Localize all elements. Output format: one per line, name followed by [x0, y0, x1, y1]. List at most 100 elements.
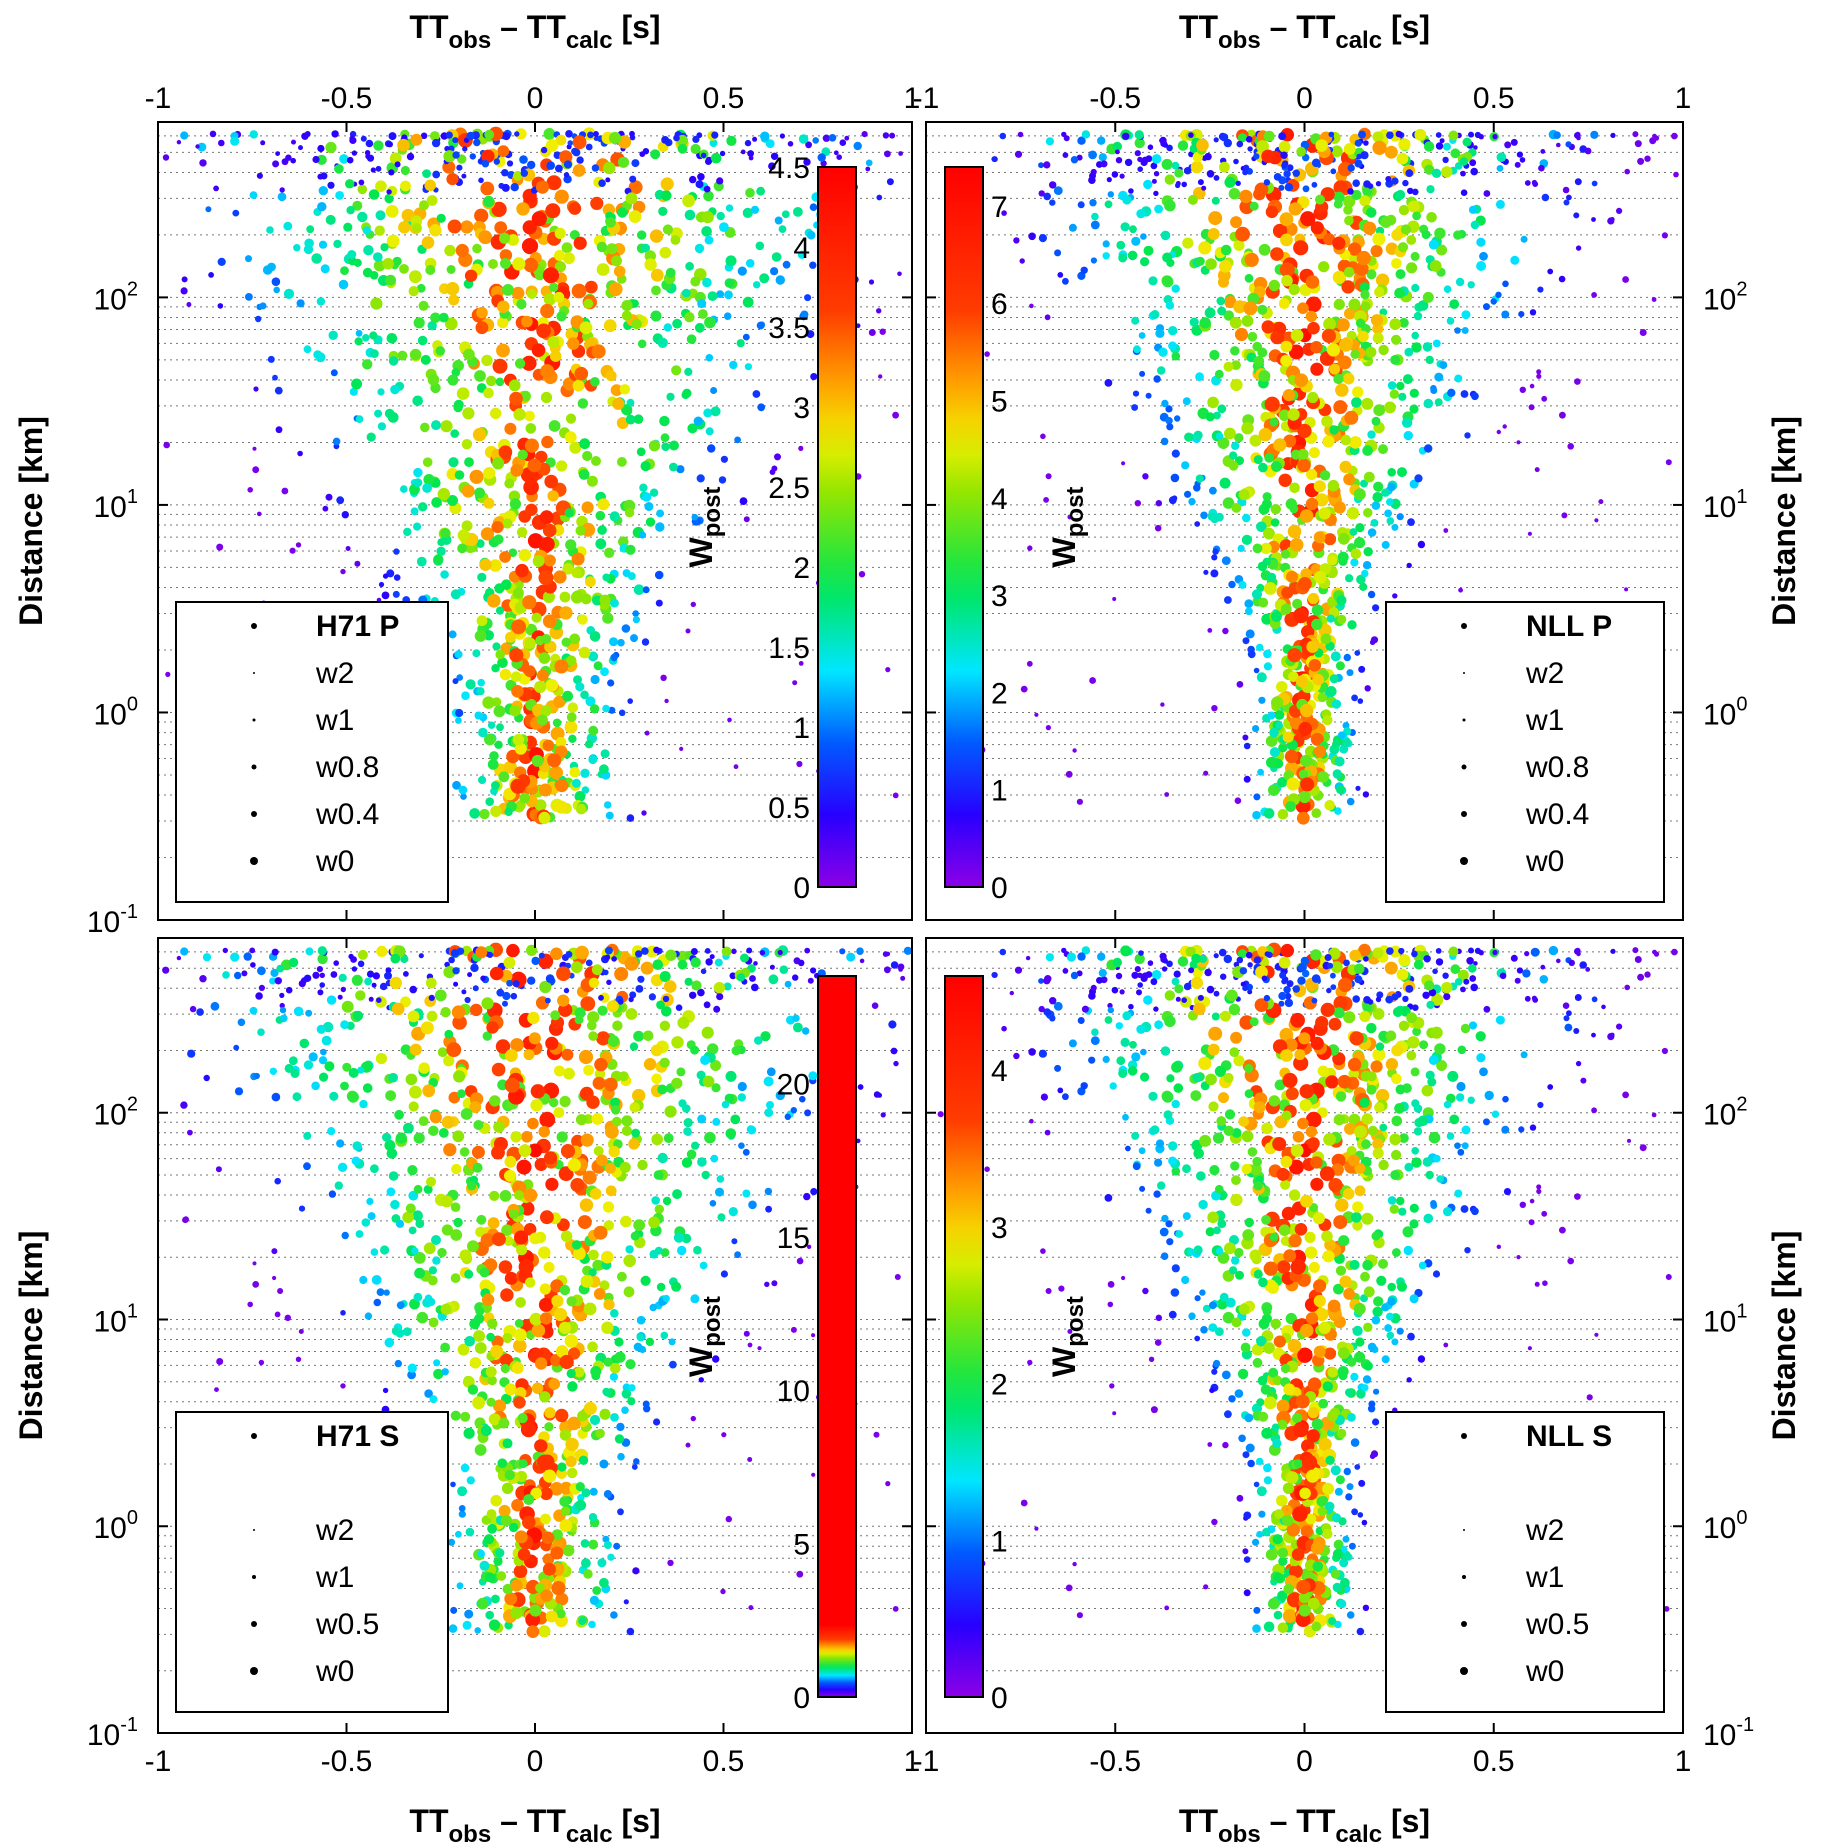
data-point	[1345, 1493, 1353, 1501]
data-point	[1200, 1326, 1208, 1334]
data-point	[720, 1588, 726, 1595]
data-point	[593, 131, 599, 137]
colorbar-label: Wpost	[683, 1296, 726, 1377]
data-point	[591, 164, 600, 172]
data-point	[810, 373, 818, 381]
data-point	[479, 1279, 493, 1292]
data-point	[1237, 544, 1245, 553]
data-point	[625, 1359, 636, 1370]
legend-item: w0	[315, 845, 354, 878]
data-point	[690, 276, 701, 287]
data-point	[659, 246, 672, 259]
data-point	[474, 711, 483, 720]
data-point	[1067, 514, 1073, 520]
data-point	[510, 1131, 522, 1143]
data-point	[275, 426, 283, 434]
data-point	[1213, 411, 1221, 420]
data-point	[1134, 150, 1141, 157]
data-point	[277, 1288, 284, 1294]
data-point	[1220, 1010, 1231, 1022]
data-point	[1315, 194, 1325, 205]
data-point	[1414, 128, 1427, 141]
data-point	[389, 152, 402, 165]
data-point	[1137, 166, 1143, 172]
data-point	[1148, 1356, 1155, 1363]
data-point	[295, 542, 302, 548]
data-point	[1205, 412, 1215, 422]
data-point	[542, 590, 556, 604]
data-point	[1537, 286, 1544, 293]
data-point	[497, 1458, 508, 1468]
data-point	[1413, 959, 1424, 970]
data-point	[422, 1084, 436, 1098]
data-point	[1441, 166, 1453, 178]
data-point	[820, 160, 827, 167]
data-point	[1400, 224, 1411, 235]
data-point	[539, 1283, 551, 1295]
data-point	[461, 173, 467, 179]
data-point	[606, 1000, 619, 1013]
data-point	[477, 572, 487, 582]
data-point	[480, 527, 494, 541]
data-point	[334, 1181, 343, 1190]
data-point	[479, 808, 490, 820]
data-point	[737, 266, 747, 276]
data-point	[462, 407, 475, 420]
data-point	[1386, 131, 1394, 139]
data-point	[1439, 138, 1445, 144]
data-point	[259, 302, 267, 310]
data-point	[504, 478, 515, 489]
colorbar-tick-label: 3.5	[768, 312, 810, 345]
data-point	[608, 706, 616, 714]
data-point	[550, 1546, 564, 1560]
data-point	[465, 1527, 475, 1537]
data-point	[602, 573, 611, 582]
data-point	[614, 967, 629, 981]
data-point	[727, 717, 732, 723]
data-point	[701, 1026, 714, 1039]
data-point	[1399, 317, 1409, 328]
data-point	[1088, 1056, 1096, 1064]
data-point	[262, 265, 273, 275]
data-point	[531, 956, 540, 966]
data-point	[588, 1620, 596, 1629]
data-point	[1293, 240, 1309, 256]
data-point	[554, 659, 569, 674]
data-point	[673, 134, 680, 142]
data-point	[565, 1456, 577, 1468]
data-point	[492, 642, 501, 651]
data-point	[488, 1619, 501, 1631]
data-point	[718, 476, 727, 484]
data-point	[450, 429, 460, 438]
data-point	[1354, 139, 1362, 147]
data-point	[388, 356, 399, 366]
data-point	[1040, 1093, 1048, 1101]
data-point	[1467, 281, 1475, 289]
data-point	[1209, 1387, 1215, 1394]
data-point	[571, 552, 585, 566]
data-point	[571, 1240, 582, 1250]
data-point	[865, 166, 871, 172]
data-point	[1189, 317, 1199, 327]
legend-marker	[252, 1575, 256, 1579]
data-point	[1234, 433, 1244, 443]
legend-item: w0.8	[315, 751, 379, 784]
data-point	[353, 1010, 364, 1021]
data-point	[1575, 245, 1582, 251]
data-point	[180, 1101, 188, 1109]
data-point	[271, 1248, 278, 1255]
data-point	[1201, 185, 1207, 191]
data-point	[1089, 199, 1097, 207]
data-point	[633, 1219, 646, 1231]
data-point	[1559, 411, 1566, 419]
data-point	[733, 764, 739, 770]
data-point	[1573, 212, 1580, 219]
data-point	[1210, 514, 1220, 524]
data-point	[700, 968, 707, 975]
data-point	[578, 1617, 587, 1626]
data-point	[590, 377, 600, 387]
data-point	[584, 280, 598, 294]
data-point	[1154, 524, 1162, 532]
data-point	[319, 972, 325, 978]
data-point	[639, 483, 648, 492]
